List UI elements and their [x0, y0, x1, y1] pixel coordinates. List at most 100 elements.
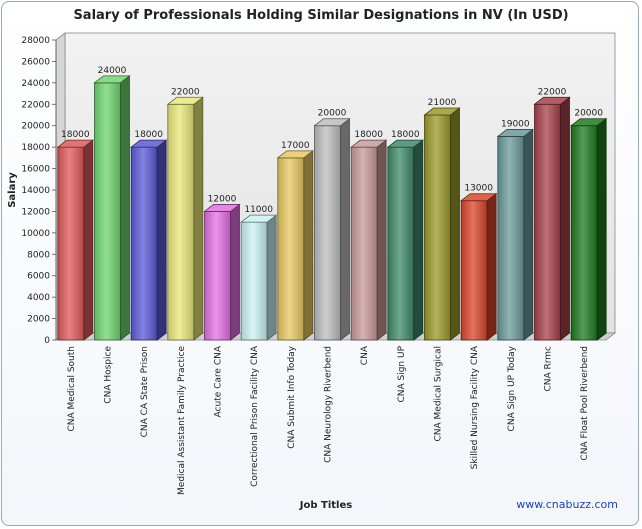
category-label: CNA Rrmc — [544, 346, 554, 392]
bar-front — [497, 136, 525, 341]
category-label: CNA Hospice — [104, 346, 114, 404]
bar-top — [350, 139, 388, 148]
bar — [166, 96, 204, 341]
bar-side — [596, 117, 607, 341]
bar — [93, 75, 131, 341]
x-axis-title: Job Titles — [299, 500, 352, 511]
bar-side — [376, 139, 387, 341]
bar — [386, 139, 424, 341]
y-tick-label: 20000 — [21, 122, 50, 132]
bar-front — [314, 125, 341, 341]
bar-side — [120, 75, 130, 341]
category-label: CNA Sign UP Today — [507, 345, 517, 431]
value-label: 13000 — [464, 184, 493, 194]
value-label: 22000 — [171, 87, 200, 97]
value-label: 12000 — [208, 194, 237, 204]
y-tick-label: 26000 — [21, 57, 50, 67]
bar-top — [423, 107, 461, 116]
value-label: 18000 — [134, 130, 163, 140]
value-label: 21000 — [428, 98, 457, 108]
category-label: CNA Medical Surgical — [434, 346, 444, 442]
y-tick-label: 12000 — [21, 207, 50, 217]
value-label: 18000 — [61, 130, 90, 140]
bar-side — [303, 150, 314, 341]
bar-front — [240, 221, 268, 341]
y-tick-label: 8000 — [27, 250, 50, 260]
bar-side — [83, 139, 94, 341]
category-label: CNA Neurology Riverbend — [324, 346, 334, 463]
bar-front — [277, 157, 305, 341]
bar — [423, 107, 461, 341]
bar-side — [523, 128, 534, 341]
chart-title: Salary of Professionals Holding Similar … — [73, 8, 568, 23]
bar-top — [56, 139, 94, 148]
bar — [460, 192, 498, 341]
bar-front — [167, 103, 195, 341]
category-label: CNA Submit Info Today — [287, 345, 297, 448]
bar-front — [130, 146, 158, 341]
bar — [570, 117, 608, 341]
bar-side — [340, 117, 350, 341]
bar — [56, 139, 94, 341]
value-label: 18000 — [354, 130, 383, 140]
bar-side — [230, 203, 240, 341]
bar-side — [193, 96, 204, 341]
bar-top — [203, 204, 241, 212]
bar-front — [387, 146, 415, 341]
bar — [203, 203, 241, 341]
y-tick-label: 28000 — [21, 36, 50, 46]
bar-front — [350, 146, 378, 341]
bar-side — [413, 139, 424, 341]
bar-side — [560, 96, 570, 341]
bar-top — [166, 96, 204, 105]
value-label: 19000 — [501, 119, 530, 129]
bar — [533, 96, 571, 341]
bar-top — [570, 118, 608, 127]
bar-front — [424, 114, 451, 341]
value-label: 20000 — [574, 109, 603, 119]
value-label: 22000 — [538, 87, 567, 97]
bar-top — [93, 75, 131, 84]
bar-top — [386, 139, 424, 148]
bar — [350, 139, 388, 341]
y-tick-label: 22000 — [21, 100, 50, 110]
bar — [313, 117, 351, 341]
y-tick-label: 24000 — [21, 79, 50, 89]
category-label: CNA CA State Prison — [140, 346, 150, 437]
category-label: CNA Medical South — [67, 346, 77, 432]
y-axis-title: Salary — [7, 172, 18, 208]
bar-side — [486, 192, 497, 341]
bar-front — [460, 200, 488, 341]
category-label: Medical Assistant Family Practice — [177, 346, 187, 495]
bar-front — [94, 82, 121, 341]
bar-top — [460, 193, 498, 202]
value-label: 17000 — [281, 141, 310, 151]
value-label: 11000 — [244, 205, 273, 215]
y-tick-label: 6000 — [27, 272, 50, 282]
value-label: 24000 — [98, 66, 127, 76]
bar-top — [240, 214, 278, 223]
category-label: Skilled Nursing Facility CNA — [470, 345, 480, 469]
bar-top — [130, 139, 168, 148]
bar-front — [534, 103, 561, 341]
value-label: 18000 — [391, 130, 420, 140]
category-label: CNA — [360, 345, 370, 365]
value-label: 20000 — [318, 109, 347, 119]
site-credit: www.cnabuzz.com — [516, 498, 618, 511]
y-tick-label: 2000 — [27, 315, 50, 325]
bar — [240, 214, 278, 341]
category-label: CNA Float Pool Riverbend — [580, 346, 590, 461]
y-tick-label: 16000 — [21, 165, 50, 175]
bar-top — [533, 96, 571, 105]
bar-top — [313, 118, 351, 127]
category-label: Correctional Prison Facility CNA — [250, 345, 260, 487]
bar-side — [156, 139, 167, 341]
bar-front — [57, 146, 85, 341]
y-tick-label: 14000 — [21, 186, 50, 196]
category-label: Acute Care CNA — [214, 345, 224, 417]
bar-side — [450, 107, 460, 341]
y-tick-label: 10000 — [21, 229, 50, 239]
bar-front — [204, 211, 231, 341]
category-label: CNA Sign UP — [397, 345, 407, 402]
